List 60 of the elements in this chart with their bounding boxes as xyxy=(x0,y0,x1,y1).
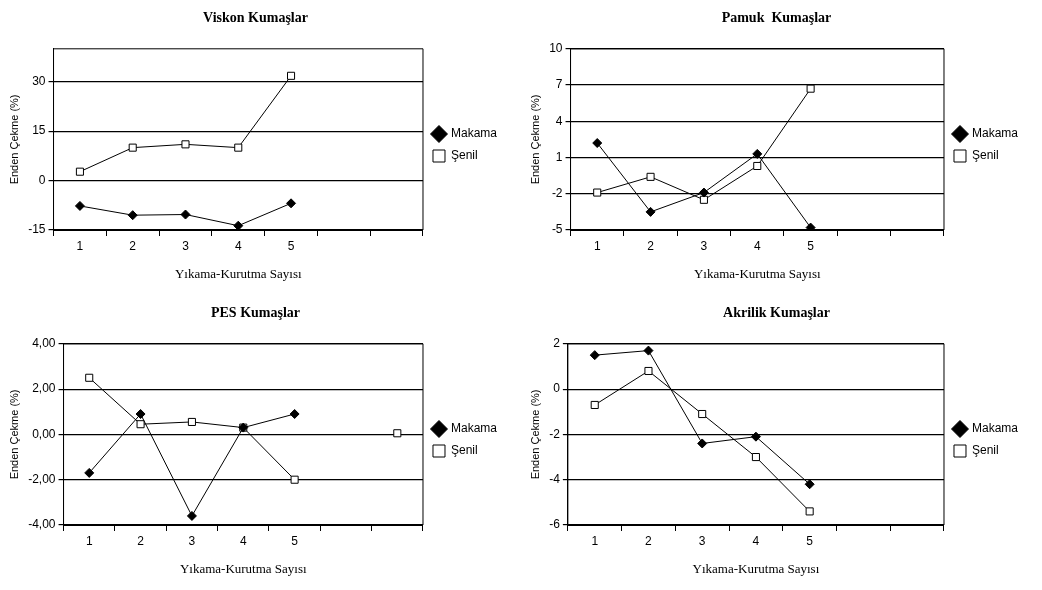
legend-label: Şenil xyxy=(971,443,999,458)
y-tick-label: 15 xyxy=(32,123,46,138)
x-tick-label: 5 xyxy=(806,533,814,548)
x-tick-label: 4 xyxy=(239,533,247,548)
x-tick-label: 5 xyxy=(291,533,299,548)
y-tick-label: 30 xyxy=(32,74,46,89)
y-axis-title: Enden Çekme (%) xyxy=(528,389,541,480)
y-tick-label: -4,00 xyxy=(28,517,56,532)
y-tick-label: 2 xyxy=(553,336,561,351)
y-tick-label: 7 xyxy=(555,77,563,92)
x-tick-label: 2 xyxy=(645,533,653,548)
legend-label: Makama xyxy=(971,421,1019,436)
y-tick-label: 1 xyxy=(555,149,563,164)
y-tick-label: 4 xyxy=(555,113,563,128)
y-tick-label: 0 xyxy=(553,381,561,396)
y-tick-label: 0 xyxy=(38,172,46,187)
y-axis-title: Enden Çekme (%) xyxy=(528,94,541,185)
legend-label: Makama xyxy=(971,126,1019,141)
legend-label: Şenil xyxy=(450,443,478,458)
x-tick-label: 1 xyxy=(85,533,93,548)
y-axis-title: Enden Çekme (%) xyxy=(7,389,20,480)
legend-label: Şenil xyxy=(971,148,999,163)
x-tick-label: 2 xyxy=(129,238,137,253)
x-tick-label: 1 xyxy=(591,533,599,548)
y-tick-label: 4,00 xyxy=(32,336,56,351)
y-tick-label: 2,00 xyxy=(32,381,56,396)
x-tick-label: 4 xyxy=(234,238,242,253)
legend-label: Makama xyxy=(450,421,498,436)
y-tick-label: -4 xyxy=(549,472,561,487)
legend-label: Şenil xyxy=(450,148,478,163)
x-tick-label: 3 xyxy=(700,238,708,253)
x-axis-title: Yıkama-Kurutma Sayısı xyxy=(179,560,308,576)
y-tick-label: -6 xyxy=(549,517,561,532)
x-tick-label: 2 xyxy=(647,238,655,253)
y-tick-label: -2 xyxy=(551,186,563,201)
y-tick-label: 0,00 xyxy=(32,426,56,441)
x-axis-title: Yıkama-Kurutma Sayısı xyxy=(174,265,303,281)
chart-title: PES Kumaşlar xyxy=(210,305,301,321)
x-tick-label: 5 xyxy=(287,238,295,253)
x-tick-label: 1 xyxy=(76,238,84,253)
x-tick-label: 5 xyxy=(807,238,815,253)
y-tick-label: -5 xyxy=(551,222,563,237)
x-tick-label: 1 xyxy=(593,238,601,253)
chart-title: Pamuk Kumaşlar xyxy=(721,10,832,26)
y-tick-label: -2 xyxy=(549,426,561,441)
x-axis-title: Yıkama-Kurutma Sayısı xyxy=(693,265,822,281)
y-axis-title: Enden Çekme (%) xyxy=(7,94,20,185)
legend-label: Makama xyxy=(450,126,498,141)
x-tick-label: 3 xyxy=(188,533,196,548)
chart-title: Viskon Kumaşlar xyxy=(203,10,308,26)
x-tick-label: 3 xyxy=(698,533,706,548)
y-tick-label: -15 xyxy=(28,222,46,237)
chart-title: Akrilik Kumaşlar xyxy=(723,305,830,321)
y-tick-label: -2,00 xyxy=(28,472,56,487)
y-tick-label: 10 xyxy=(549,41,563,56)
x-tick-label: 2 xyxy=(137,533,145,548)
x-tick-label: 3 xyxy=(182,238,190,253)
x-axis-title: Yıkama-Kurutma Sayısı xyxy=(692,560,820,576)
x-tick-label: 4 xyxy=(752,533,760,548)
x-tick-label: 4 xyxy=(753,238,761,253)
